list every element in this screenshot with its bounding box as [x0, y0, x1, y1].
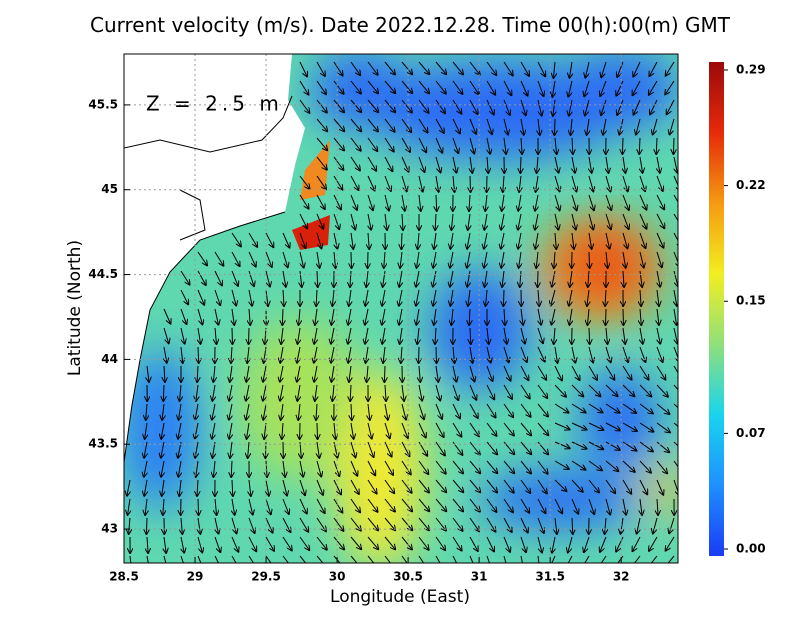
x-axis-label: Longitude (East)	[330, 587, 470, 607]
current-arrow	[282, 309, 283, 325]
current-arrow	[401, 233, 402, 249]
current-arrow	[317, 423, 318, 439]
y-axis-label: Latitude (North)	[65, 240, 85, 376]
current-arrow	[589, 328, 590, 344]
x-tick-label: 31.5	[535, 570, 565, 584]
colorbar-tick-label: 0.22	[736, 178, 766, 192]
y-tick-label: 43	[101, 522, 118, 536]
current-arrow	[198, 347, 199, 363]
current-arrow	[503, 290, 504, 306]
x-tick-label: 30	[329, 570, 346, 584]
current-arrow	[520, 157, 521, 173]
velocity-field	[120, 50, 686, 572]
y-tick-label: 43.5	[88, 437, 118, 451]
current-arrow	[146, 518, 147, 534]
x-tick-label: 31	[471, 570, 488, 584]
current-arrow	[589, 252, 590, 268]
colorbar	[709, 62, 724, 556]
current-arrow	[163, 385, 164, 401]
x-tick-label: 29.5	[251, 570, 281, 584]
current-arrow	[384, 366, 385, 382]
colorbar-tick-label: 0.00	[736, 542, 766, 556]
current-arrow	[673, 138, 674, 154]
x-tick-label: 32	[613, 570, 630, 584]
x-tick-label: 29	[187, 570, 204, 584]
x-tick-label: 28.5	[109, 570, 139, 584]
current-arrow	[198, 499, 199, 515]
colorbar-tick-label: 0.07	[736, 426, 766, 440]
current-arrow	[436, 347, 437, 363]
y-tick-label: 44.5	[88, 267, 118, 281]
chart-title: Current velocity (m/s). Date 2022.12.28.…	[90, 13, 731, 37]
colorbar-tick-label: 0.29	[736, 63, 766, 77]
x-tick-label: 30.5	[393, 570, 423, 584]
depth-annotation: Z = 2.5 m	[146, 92, 283, 116]
colorbar-tick-label: 0.15	[736, 294, 766, 308]
y-tick-label: 45	[101, 182, 118, 196]
current-arrow	[554, 119, 555, 135]
current-arrow	[622, 138, 623, 154]
y-tick-label: 45.5	[88, 97, 118, 111]
y-tick-label: 44	[101, 352, 118, 366]
